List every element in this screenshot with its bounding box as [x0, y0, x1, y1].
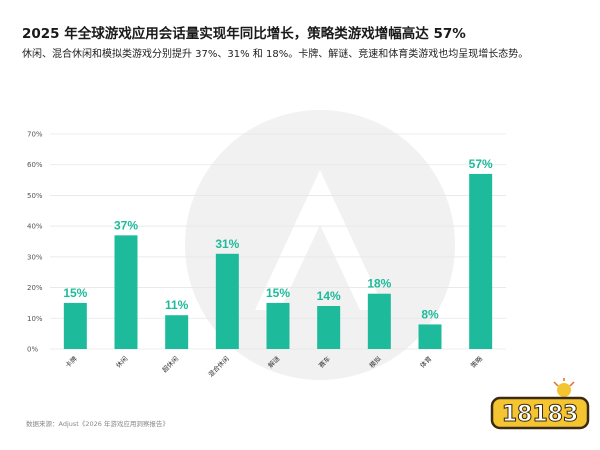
bar — [63, 302, 87, 349]
x-tick-label: 卡牌 — [63, 354, 79, 370]
bar — [165, 315, 189, 349]
bar — [215, 253, 239, 349]
y-tick-label: 40% — [27, 223, 43, 231]
x-tick-label: 超休闲 — [160, 354, 180, 374]
bar — [317, 306, 341, 349]
bar — [114, 235, 138, 349]
data-label: 8% — [421, 307, 439, 321]
y-tick-label: 50% — [27, 192, 43, 200]
bar — [367, 293, 391, 349]
data-label: 15% — [63, 286, 87, 300]
data-label: 11% — [165, 298, 189, 312]
y-tick-label: 0% — [27, 346, 38, 354]
data-label: 57% — [469, 157, 493, 171]
chart-subtitle: 休闲、混合休闲和模拟类游戏分别提升 37%、31% 和 18%。卡牌、解谜、竞速… — [22, 49, 529, 60]
x-tick-label: 体育 — [418, 354, 434, 370]
data-label: 31% — [215, 237, 239, 251]
y-tick-label: 70% — [27, 131, 43, 139]
data-label: 18% — [367, 277, 391, 291]
y-tick-label: 10% — [27, 315, 43, 323]
bar — [266, 302, 290, 349]
x-tick-label: 混合休闲 — [206, 354, 231, 379]
y-tick-label: 60% — [27, 161, 43, 169]
logo-text: 18183 — [502, 402, 579, 427]
bar — [418, 324, 442, 349]
x-tick-label: 策略 — [469, 354, 485, 370]
data-label: 14% — [317, 289, 341, 303]
data-source-note: 数据来源：Adjust《2026 年游戏应用洞察报告》 — [26, 420, 169, 428]
x-tick-label: 休闲 — [114, 354, 130, 370]
y-tick-label: 30% — [27, 253, 43, 261]
chart-title: 2025 年全球游戏应用会话量实现年同比增长，策略类游戏增幅高达 57% — [22, 26, 466, 42]
data-label: 37% — [114, 218, 138, 232]
site-logo: 18183 — [490, 378, 590, 430]
bar — [469, 173, 493, 349]
y-tick-label: 20% — [27, 284, 43, 292]
data-label: 15% — [266, 286, 290, 300]
logo-icon — [490, 378, 590, 430]
